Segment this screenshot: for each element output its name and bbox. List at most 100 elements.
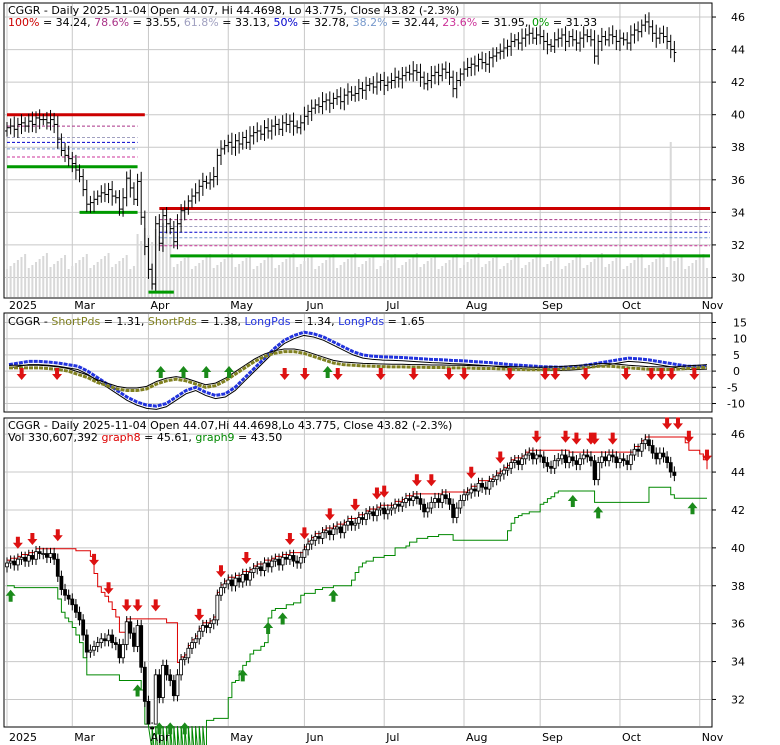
candle-body (99, 638, 104, 644)
volume-bar (60, 258, 63, 297)
candle-body (302, 549, 307, 558)
volume-bar (140, 241, 143, 297)
volume-bar (278, 265, 281, 297)
volume-bar (343, 262, 346, 297)
volume-bar (13, 263, 16, 297)
candle-body (273, 558, 278, 562)
candle-body (465, 492, 470, 496)
candle-body (237, 577, 242, 583)
candle-body (74, 604, 78, 613)
down-arrow-icon (571, 432, 582, 445)
y-tick-label: 38 (731, 141, 745, 154)
up-arrow-icon (178, 366, 189, 378)
down-arrow-icon (284, 533, 295, 546)
volume-bar (328, 257, 331, 297)
x-tick-label: Oct (622, 299, 642, 312)
candle-body (385, 509, 390, 515)
candle-body (531, 452, 535, 460)
volume-bar (687, 266, 690, 297)
candle-body (295, 560, 300, 564)
up-arrow-icon (155, 366, 166, 378)
volume-bar (666, 267, 669, 297)
volume-bar (662, 253, 665, 297)
volume-bar (6, 269, 8, 297)
volume-bar (589, 262, 592, 297)
candle-body (505, 467, 510, 471)
candle-body (193, 638, 198, 644)
candle-body (92, 646, 96, 651)
volume-bar (611, 261, 614, 297)
down-arrow-icon (299, 368, 310, 380)
volume-bar (452, 257, 455, 297)
price-volume-title-line1: CGGR - Daily 2025-11-04 Open 44.07,Hi 44… (8, 419, 452, 432)
candle-body (349, 520, 354, 526)
volume-bar (582, 268, 585, 297)
down-arrow-icon (194, 608, 205, 621)
price-fib-title: CGGR - Daily 2025-11-04 Open 44.07, Hi 4… (8, 4, 459, 17)
fib-legend-label: 78.6% (94, 16, 129, 29)
volume-bar (637, 257, 640, 297)
up-arrow-icon (224, 366, 235, 378)
fib-legend-value: = 31.33 (549, 16, 597, 29)
x-tick-label: May (230, 731, 253, 744)
volume-bar (56, 261, 59, 297)
volume-bar (183, 258, 186, 297)
volume-bar (521, 268, 524, 297)
candle-body (41, 553, 46, 555)
candle-body (84, 634, 89, 653)
candle-body (277, 558, 281, 566)
volume-bar (67, 269, 70, 297)
volume-bar (292, 253, 295, 297)
candle-body (570, 456, 575, 462)
candle-body (132, 632, 136, 647)
volume-bar (673, 261, 676, 297)
volume-graph-legend: Vol 330,607,392 graph8 = 45.61, graph9 =… (8, 431, 282, 444)
volume-bar (274, 268, 277, 297)
fib-legend-value: = 34.24, (39, 16, 94, 29)
volume-bar (539, 253, 542, 297)
volume-bar (187, 255, 190, 297)
down-arrow-icon (426, 474, 437, 487)
down-arrow-icon (132, 599, 143, 612)
volume-bar (180, 261, 183, 297)
pds-oscillator-panel: CGGR - ShortPds = 1.31, ShortPds = 1.38,… (3, 312, 747, 413)
volume-bar (96, 262, 99, 297)
volume-bar (419, 267, 422, 297)
candle-body (251, 568, 256, 573)
candle-body (52, 553, 57, 560)
candle-body (574, 460, 579, 465)
candle-body (407, 498, 412, 501)
volume-bar (564, 266, 567, 297)
oscillator-title-part: = 1.38, (197, 315, 245, 328)
candle-body (650, 445, 655, 454)
volume-bar (339, 265, 342, 297)
candle-body (327, 530, 332, 535)
volume-bar (575, 257, 578, 297)
candle-body (153, 674, 158, 725)
volume-bar (546, 264, 549, 297)
x-tick-label: Sep (542, 731, 563, 744)
volume-bar (281, 262, 284, 297)
volume-bar (368, 258, 371, 297)
x-tick-label: Nov (702, 299, 724, 312)
y-tick-label: 42 (731, 76, 745, 89)
volume-bar (600, 253, 603, 297)
volume-bar (234, 267, 237, 297)
candle-body (179, 659, 183, 676)
candle-body (639, 443, 644, 452)
x-tick-label: Aug (466, 731, 487, 744)
candle-body (476, 483, 481, 492)
candle-body (70, 598, 75, 606)
candle-body (393, 503, 397, 509)
volume-bar (103, 256, 106, 297)
volume-bar (365, 261, 368, 297)
volume-bar (190, 269, 193, 297)
candle-body (135, 625, 140, 647)
candle-body (26, 555, 31, 562)
candle-body (621, 458, 626, 462)
fib-legend-label: 61.8% (184, 16, 219, 29)
candle-body (538, 454, 543, 458)
x-tick-label: Aug (466, 299, 487, 312)
volume-bar (35, 262, 38, 297)
down-arrow-icon (379, 485, 390, 498)
